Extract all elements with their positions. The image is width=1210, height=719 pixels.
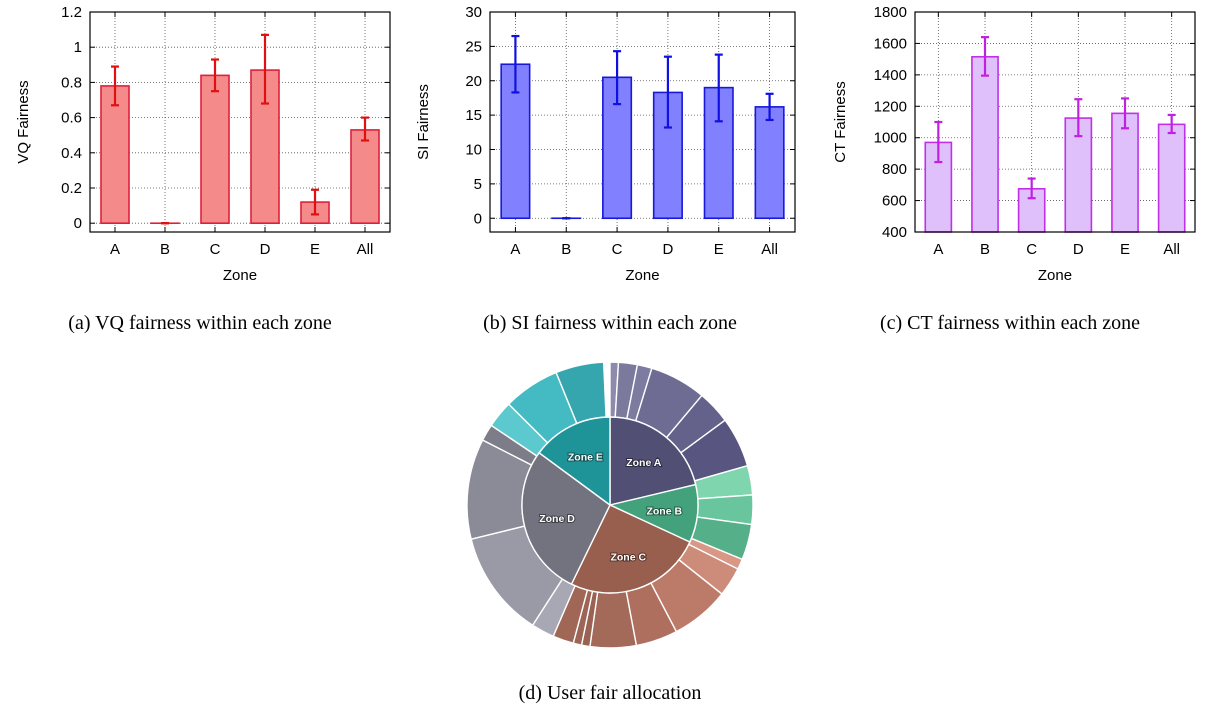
- zone-label: Zone A: [626, 457, 662, 469]
- zone-segment: [538, 416, 611, 507]
- y-tick-label: 10: [465, 142, 482, 159]
- chart-panel-vq: 0 0.2 0.4 0.6 0.8 1 1.2 A B C D E All Zone VQ Fairness: [0, 0, 400, 300]
- vq-caption: (a) VQ fairness within each zone: [68, 312, 332, 334]
- x-tick-label: A: [933, 241, 943, 258]
- y-axis-label: CT Fairness: [832, 81, 849, 162]
- y-tick-label: 1000: [874, 130, 907, 147]
- y-tick-label: 400: [882, 224, 907, 241]
- zone-label: Zone E: [568, 451, 603, 463]
- bar: [1157, 123, 1186, 233]
- y-tick-label: 0: [474, 210, 482, 227]
- plot-frame: [89, 11, 391, 233]
- ct-caption: (c) CT fairness within each zone: [879, 312, 1141, 334]
- y-tick-label: 0.8: [61, 74, 82, 91]
- y-tick-label: 1.2: [61, 4, 82, 21]
- bar: [200, 74, 230, 224]
- zone-label: Zone C: [610, 551, 646, 563]
- y-axis-label: VQ Fairness: [15, 80, 32, 163]
- x-axis-label: Zone: [223, 267, 257, 284]
- user-fair-allocation-sunburst: Zone A Zone B Zone C Zone D Zone E: [466, 361, 754, 649]
- x-tick-label: B: [561, 241, 571, 258]
- x-tick-label: All: [761, 241, 778, 258]
- bar: [971, 55, 999, 233]
- y-tick-label: 800: [882, 161, 907, 178]
- x-tick-label: C: [1026, 241, 1037, 258]
- x-tick-label: D: [662, 241, 673, 258]
- x-tick-label: D: [260, 241, 271, 258]
- si-fairness-chart: 0 5 10 15 20 25 30 A B C D E All Zone SI Fairness: [415, 4, 796, 284]
- x-axis-label: Zone: [625, 267, 659, 284]
- bar: [350, 129, 380, 224]
- y-tick-label: 20: [465, 73, 482, 90]
- zone-label: Zone B: [646, 505, 682, 517]
- plot-frame: [489, 11, 796, 233]
- x-tick-label: C: [612, 241, 623, 258]
- bar: [100, 85, 130, 224]
- bar: [1111, 112, 1139, 233]
- zone-segment: [570, 504, 691, 594]
- sunburst-panel: Zone A Zone B Zone C Zone D Zone E: [455, 350, 765, 660]
- x-axis-label: Zone: [1038, 267, 1072, 284]
- x-tick-label: E: [714, 241, 724, 258]
- x-tick-label: B: [980, 241, 990, 258]
- y-tick-label: 600: [882, 193, 907, 210]
- x-tick-label: E: [1120, 241, 1130, 258]
- x-tick-label: D: [1073, 241, 1084, 258]
- y-tick-label: 30: [465, 4, 482, 21]
- y-tick-label: 25: [465, 38, 482, 55]
- y-tick-label: 1800: [874, 4, 907, 21]
- si-caption: (b) SI fairness within each zone: [483, 312, 737, 334]
- x-tick-label: A: [110, 241, 120, 258]
- ct-fairness-chart: 400 600 800 1000 1200 1400 1600 1800 A B C D E All Zon…: [832, 4, 1196, 284]
- x-tick-label: C: [210, 241, 221, 258]
- y-tick-label: 0.2: [61, 180, 82, 197]
- x-tick-label: E: [310, 241, 320, 258]
- x-tick-label: A: [510, 241, 520, 258]
- bar: [754, 106, 785, 220]
- chart-panel-ct: 400 600 800 1000 1200 1400 1600 1800 A B C D E All Zon…: [810, 0, 1210, 300]
- zone-segment: [521, 451, 611, 586]
- y-tick-label: 15: [465, 107, 482, 124]
- zone-segment: [609, 416, 697, 506]
- chart-panel-si: 0 5 10 15 20 25 30 A B C D E All Zone SI Fairness: [410, 0, 810, 300]
- y-tick-label: 0.6: [61, 110, 82, 127]
- sunburst-caption: (d) User fair allocation: [518, 682, 702, 704]
- y-axis-label: SI Fairness: [415, 84, 432, 160]
- x-tick-label: All: [1163, 241, 1180, 258]
- y-tick-label: 1400: [874, 67, 907, 84]
- y-tick-label: 5: [474, 176, 482, 193]
- vq-fairness-chart: 0 0.2 0.4 0.6 0.8 1 1.2 A B C D E All Zone VQ Fairness: [15, 4, 391, 284]
- y-tick-label: 1: [74, 39, 82, 56]
- y-tick-label: 0: [74, 215, 82, 232]
- plot-frame: [914, 11, 1196, 233]
- x-tick-label: B: [160, 241, 170, 258]
- y-tick-label: 0.4: [61, 145, 82, 162]
- zone-label: Zone D: [539, 513, 575, 525]
- y-tick-label: 1600: [874, 35, 907, 52]
- x-tick-label: All: [357, 241, 374, 258]
- y-tick-label: 1200: [874, 98, 907, 115]
